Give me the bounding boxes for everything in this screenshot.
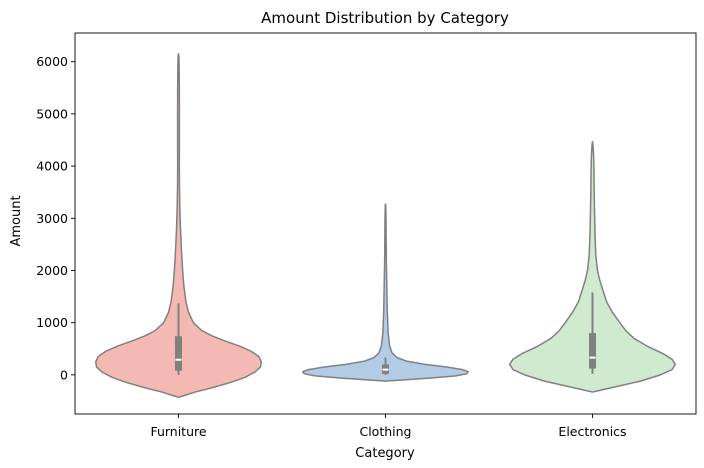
y-tick-label: 1000	[36, 315, 68, 330]
chart-title: Amount Distribution by Category	[261, 9, 509, 27]
boxes-layer	[175, 292, 596, 375]
violin-furniture	[94, 53, 263, 399]
y-tick-label: 4000	[36, 159, 68, 174]
y-tick-label: 5000	[36, 106, 68, 121]
y-axis-label: Amount	[9, 195, 24, 246]
x-axis: Furniture Clothing Electronics	[150, 414, 627, 439]
y-tick-label: 6000	[36, 54, 68, 69]
x-tick-label-electronics: Electronics	[558, 424, 626, 439]
iqr-box-electronics	[589, 333, 596, 369]
violins-layer	[94, 53, 677, 399]
y-axis: 0 1000 2000 3000 4000 5000 6000	[36, 54, 75, 382]
y-tick-label: 2000	[36, 263, 68, 278]
iqr-box-furniture	[175, 336, 182, 371]
violin-electronics	[508, 140, 677, 393]
violin-clothing	[301, 203, 470, 382]
x-tick-label-furniture: Furniture	[150, 424, 206, 439]
y-tick-label: 3000	[36, 211, 68, 226]
y-tick-label: 0	[60, 367, 68, 382]
x-axis-label: Category	[355, 446, 415, 461]
x-tick-label-clothing: Clothing	[359, 424, 411, 439]
